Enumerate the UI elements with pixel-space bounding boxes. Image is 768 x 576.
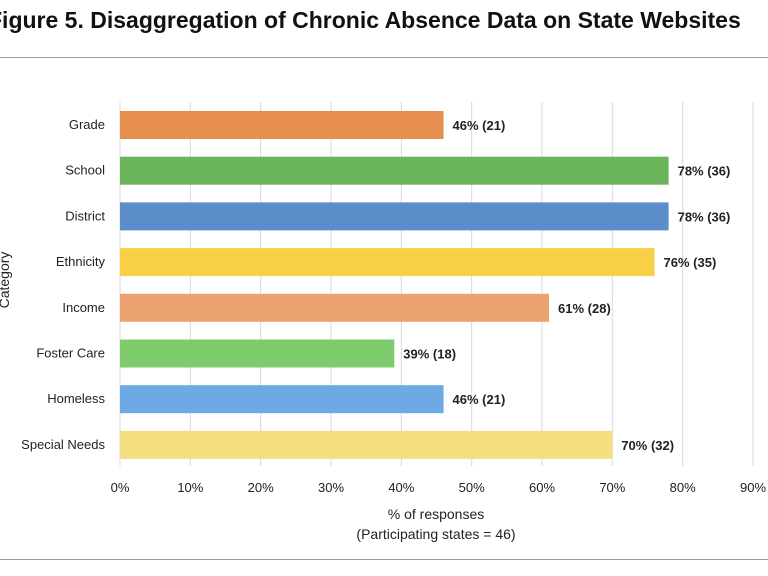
x-tick-label: 10% xyxy=(177,480,203,495)
value-label: 78% (36) xyxy=(678,164,731,179)
x-tick-label: 80% xyxy=(670,480,696,495)
category-label: Special Needs xyxy=(21,437,105,452)
figure-title: Figure 5. Disaggregation of Chronic Abse… xyxy=(0,0,768,44)
category-label: District xyxy=(65,208,105,223)
x-axis-title: % of responses xyxy=(388,506,485,522)
bar xyxy=(120,248,655,277)
bar xyxy=(120,156,669,185)
category-label: Ethnicity xyxy=(56,254,106,269)
value-label: 61% (28) xyxy=(558,301,611,316)
category-label: School xyxy=(65,163,105,178)
bar xyxy=(120,293,550,322)
value-label: 46% (21) xyxy=(453,392,506,407)
category-label: Grade xyxy=(69,117,105,132)
x-tick-label: 60% xyxy=(529,480,555,495)
x-tick-label: 20% xyxy=(248,480,274,495)
bar xyxy=(120,111,444,139)
value-label: 70% (32) xyxy=(621,438,674,453)
x-tick-label: 0% xyxy=(111,480,130,495)
bottom-rule xyxy=(0,559,768,560)
category-label: Foster Care xyxy=(36,346,105,361)
figure-title-text: Figure 5. Disaggregation of Chronic Abse… xyxy=(0,7,741,33)
x-tick-label: 90% xyxy=(740,480,766,495)
x-tick-label: 30% xyxy=(318,480,344,495)
x-tick-label: 70% xyxy=(599,480,625,495)
x-tick-labels: 0% 10% 20% 30% 40% 50% 60% 70% 80% 90% xyxy=(111,480,767,495)
value-labels: 46% (21) 78% (36) 78% (36) 76% (35) 61% (28)… xyxy=(403,118,730,453)
x-axis-subtitle: (Participating states = 46) xyxy=(356,526,515,542)
bar xyxy=(120,202,669,231)
bars xyxy=(120,111,669,459)
x-tick-label: 50% xyxy=(459,480,485,495)
bar xyxy=(120,430,613,459)
top-rule xyxy=(0,57,768,58)
value-label: 46% (21) xyxy=(453,118,506,133)
category-label: Income xyxy=(62,300,105,315)
category-labels: Grade School District Ethnicity Income Foster… xyxy=(21,117,105,452)
y-axis-title: Category xyxy=(0,252,12,309)
bar xyxy=(120,339,395,368)
bar xyxy=(120,385,444,414)
x-tick-label: 40% xyxy=(388,480,414,495)
value-label: 76% (35) xyxy=(664,255,717,270)
value-label: 78% (36) xyxy=(678,209,731,224)
category-label: Homeless xyxy=(47,391,105,406)
value-label: 39% (18) xyxy=(403,347,456,362)
